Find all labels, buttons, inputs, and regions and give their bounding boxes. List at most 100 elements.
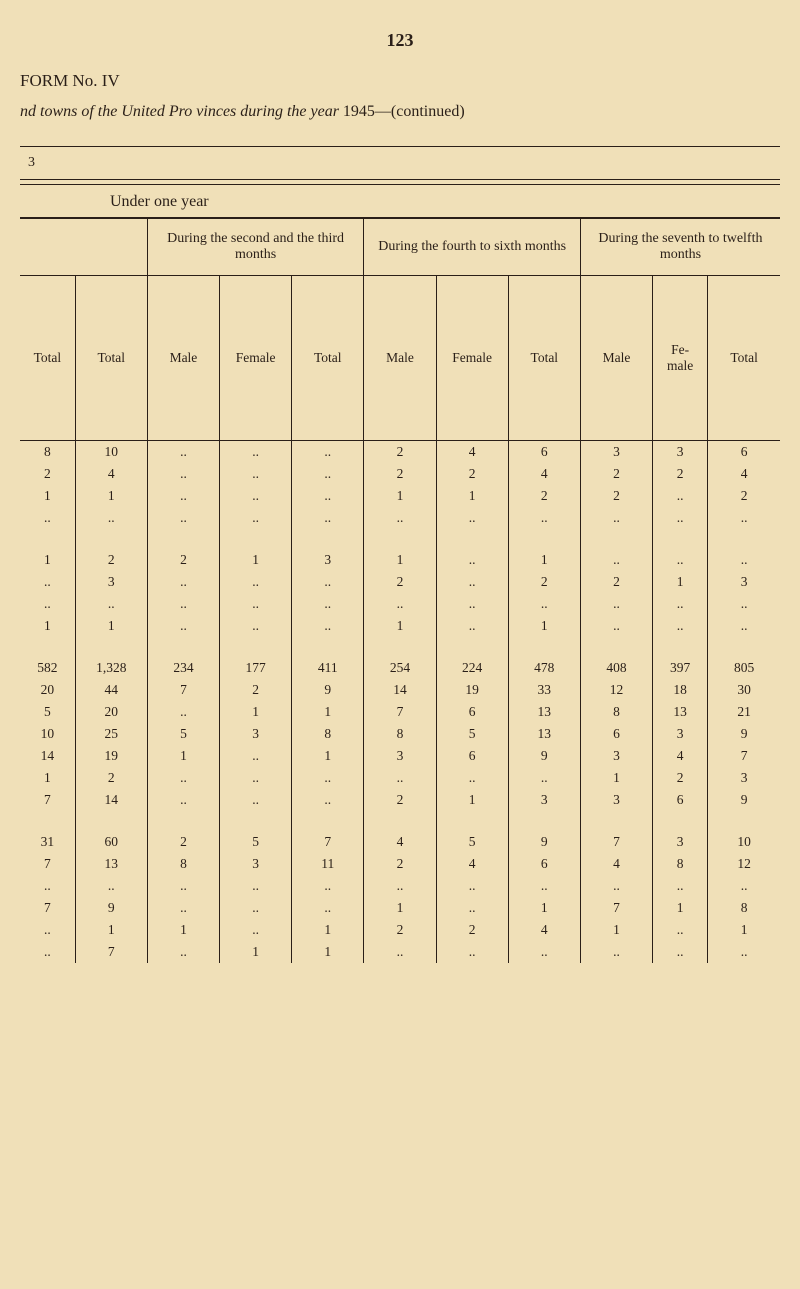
table-row (20, 811, 780, 831)
table-cell: 4 (364, 831, 436, 853)
header-total-4: Total (508, 276, 580, 441)
table-cell (20, 637, 75, 657)
table-cell: .. (220, 789, 292, 811)
table-cell (364, 811, 436, 831)
table-cell: .. (147, 767, 219, 789)
table-cell: 1 (436, 485, 508, 507)
table-cell: 1 (292, 941, 364, 963)
table-cell: .. (292, 767, 364, 789)
table-cell (75, 811, 147, 831)
table-cell: 6 (708, 441, 780, 464)
table-cell: .. (436, 897, 508, 919)
table-cell: .. (220, 919, 292, 941)
table-cell: 7 (580, 897, 652, 919)
table-cell: 1 (580, 919, 652, 941)
table-cell (436, 529, 508, 549)
table-cell: 1 (20, 615, 75, 637)
table-cell: 8 (653, 853, 708, 875)
table-cell: 14 (75, 789, 147, 811)
table-cell (508, 811, 580, 831)
table-cell: 8 (580, 701, 652, 723)
table-cell: .. (580, 593, 652, 615)
table-cell: 9 (75, 897, 147, 919)
table-cell: 7 (292, 831, 364, 853)
table-cell: 13 (508, 723, 580, 745)
table-cell: .. (653, 919, 708, 941)
table-row: 11......1..1...... (20, 615, 780, 637)
rule-under-marker (20, 179, 780, 180)
table-cell: 4 (75, 463, 147, 485)
table-cell: 1 (292, 745, 364, 767)
table-cell: 7 (75, 941, 147, 963)
table-cell: .. (653, 549, 708, 571)
table-cell: 6 (436, 701, 508, 723)
table-cell: .. (580, 507, 652, 529)
table-cell: 8 (20, 441, 75, 464)
table-row: ...................... (20, 593, 780, 615)
table-cell: .. (508, 507, 580, 529)
table-cell (580, 529, 652, 549)
table-cell: 408 (580, 657, 652, 679)
table-cell: .. (147, 441, 219, 464)
title-mid: Pro vinces during the year (169, 103, 339, 120)
table-row: 14191..1369347 (20, 745, 780, 767)
table-cell: 3 (580, 789, 652, 811)
table-cell: .. (292, 897, 364, 919)
table-cell: 1 (147, 919, 219, 941)
table-cell: 7 (580, 831, 652, 853)
table-cell: 2 (220, 679, 292, 701)
form-number-line: FORM No. IV (20, 71, 780, 91)
table-cell: .. (20, 571, 75, 593)
table-row: 714......213369 (20, 789, 780, 811)
table-body: 810......24633624......22422411......112… (20, 441, 780, 964)
table-cell: 6 (508, 853, 580, 875)
rule-top (20, 146, 780, 147)
table-cell: 8 (708, 897, 780, 919)
table-cell: 1 (75, 485, 147, 507)
table-cell: 2 (508, 571, 580, 593)
header-female-2: Female (436, 276, 508, 441)
table-cell: 6 (508, 441, 580, 464)
table-cell: 13 (75, 853, 147, 875)
title-post: 1945—(continued) (343, 103, 465, 120)
table-row: 10255388513639 (20, 723, 780, 745)
table-cell (580, 637, 652, 657)
table-cell: 12 (708, 853, 780, 875)
table-cell: .. (508, 767, 580, 789)
table-cell: 60 (75, 831, 147, 853)
table-cell: 6 (653, 789, 708, 811)
table-cell (653, 811, 708, 831)
table-cell: 3 (292, 549, 364, 571)
table-cell: 31 (20, 831, 75, 853)
table-cell: 1,328 (75, 657, 147, 679)
table-cell: 7 (20, 897, 75, 919)
table-cell: 2 (147, 831, 219, 853)
table-cell: .. (364, 507, 436, 529)
table-cell: 7 (20, 853, 75, 875)
table-cell: .. (364, 875, 436, 897)
table-row: ..7..11............ (20, 941, 780, 963)
table-cell (364, 529, 436, 549)
table-cell: 1 (653, 897, 708, 919)
table-cell: .. (708, 593, 780, 615)
title-pre: nd towns of the United (20, 103, 169, 120)
table-cell: 397 (653, 657, 708, 679)
table-cell: 44 (75, 679, 147, 701)
table-cell: .. (436, 507, 508, 529)
table-cell: 20 (20, 679, 75, 701)
table-cell: .. (508, 875, 580, 897)
table-cell (292, 529, 364, 549)
header-group-1: During the second and the third months (147, 218, 364, 276)
table-row: 12............123 (20, 767, 780, 789)
table-cell: 3 (364, 745, 436, 767)
table-cell: .. (147, 615, 219, 637)
table-cell (20, 811, 75, 831)
table-cell: .. (508, 941, 580, 963)
table-cell: .. (20, 593, 75, 615)
table-cell: 1 (653, 571, 708, 593)
table-cell (708, 811, 780, 831)
table-row: ..11..12241..1 (20, 919, 780, 941)
table-cell: 2 (653, 463, 708, 485)
table-cell (220, 811, 292, 831)
table-cell: 6 (580, 723, 652, 745)
